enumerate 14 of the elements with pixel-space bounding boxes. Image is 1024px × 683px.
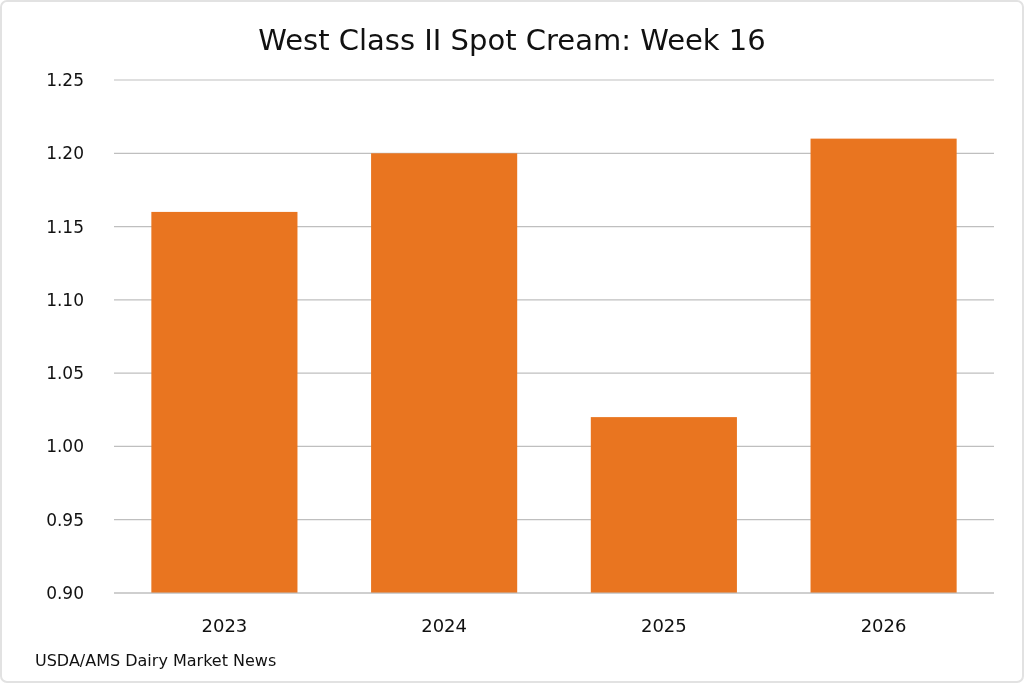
y-tick-label: 0.95: [46, 509, 84, 530]
x-tick-label: 2026: [860, 615, 907, 636]
x-tick-label: 2023: [201, 615, 248, 636]
y-tick-label: 1.10: [46, 289, 84, 310]
y-tick-label: 1.20: [46, 143, 84, 164]
x-tick-label: 2025: [640, 615, 687, 636]
chart-title: West Class II Spot Cream: Week 16: [258, 23, 766, 57]
x-tick-label: 2024: [421, 615, 468, 636]
y-tick-label: 1.05: [46, 363, 84, 384]
y-tick-label: 1.25: [46, 69, 84, 90]
y-tick-label: 1.15: [46, 216, 84, 237]
text: USDA/AMS Dairy Market News: [35, 651, 277, 670]
y-tick-label: 0.90: [46, 582, 84, 603]
y-tick-label: 1.00: [46, 436, 84, 457]
